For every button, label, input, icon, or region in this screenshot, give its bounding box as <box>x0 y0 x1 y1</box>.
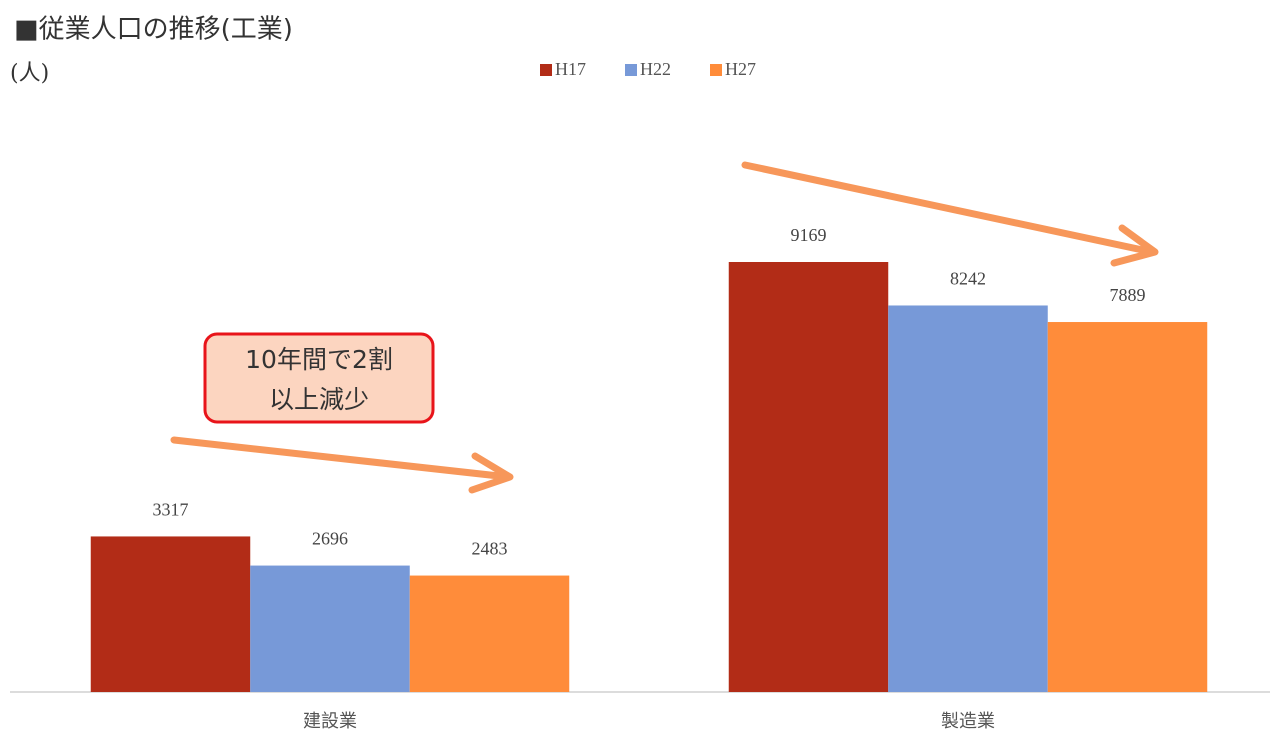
chart-title: ■従業人口の推移(工業) <box>14 15 293 45</box>
annotation: 以上減少 <box>269 385 369 414</box>
bar <box>728 262 889 692</box>
arrow <box>741 161 1156 256</box>
value-label: 8242 <box>950 269 986 289</box>
y-axis-label: (人) <box>10 61 49 86</box>
value-label: 7889 <box>1110 285 1146 305</box>
legend-swatch <box>540 64 552 76</box>
legend-label: H22 <box>640 59 671 79</box>
legend-swatch <box>710 64 722 76</box>
value-label: 9169 <box>791 225 827 245</box>
bar <box>409 575 570 692</box>
bar <box>1047 322 1208 692</box>
legend-label: H27 <box>725 59 756 79</box>
bar <box>90 536 251 692</box>
value-label: 2696 <box>312 529 348 549</box>
arrow-head <box>1110 224 1159 267</box>
value-label: 2483 <box>472 539 508 559</box>
x-tick-label: 製造業 <box>941 711 995 732</box>
bar <box>250 565 410 692</box>
bar <box>888 305 1048 692</box>
legend-swatch <box>625 64 637 76</box>
value-label: 3317 <box>153 500 189 520</box>
arrow-head <box>468 452 514 494</box>
x-tick-label: 建設業 <box>303 711 357 732</box>
legend-label: H17 <box>555 59 586 79</box>
annotation: 10年間で2割 <box>245 345 393 374</box>
arrow <box>170 436 512 481</box>
annotation-box <box>203 332 435 424</box>
trend-arrows <box>170 161 1159 494</box>
